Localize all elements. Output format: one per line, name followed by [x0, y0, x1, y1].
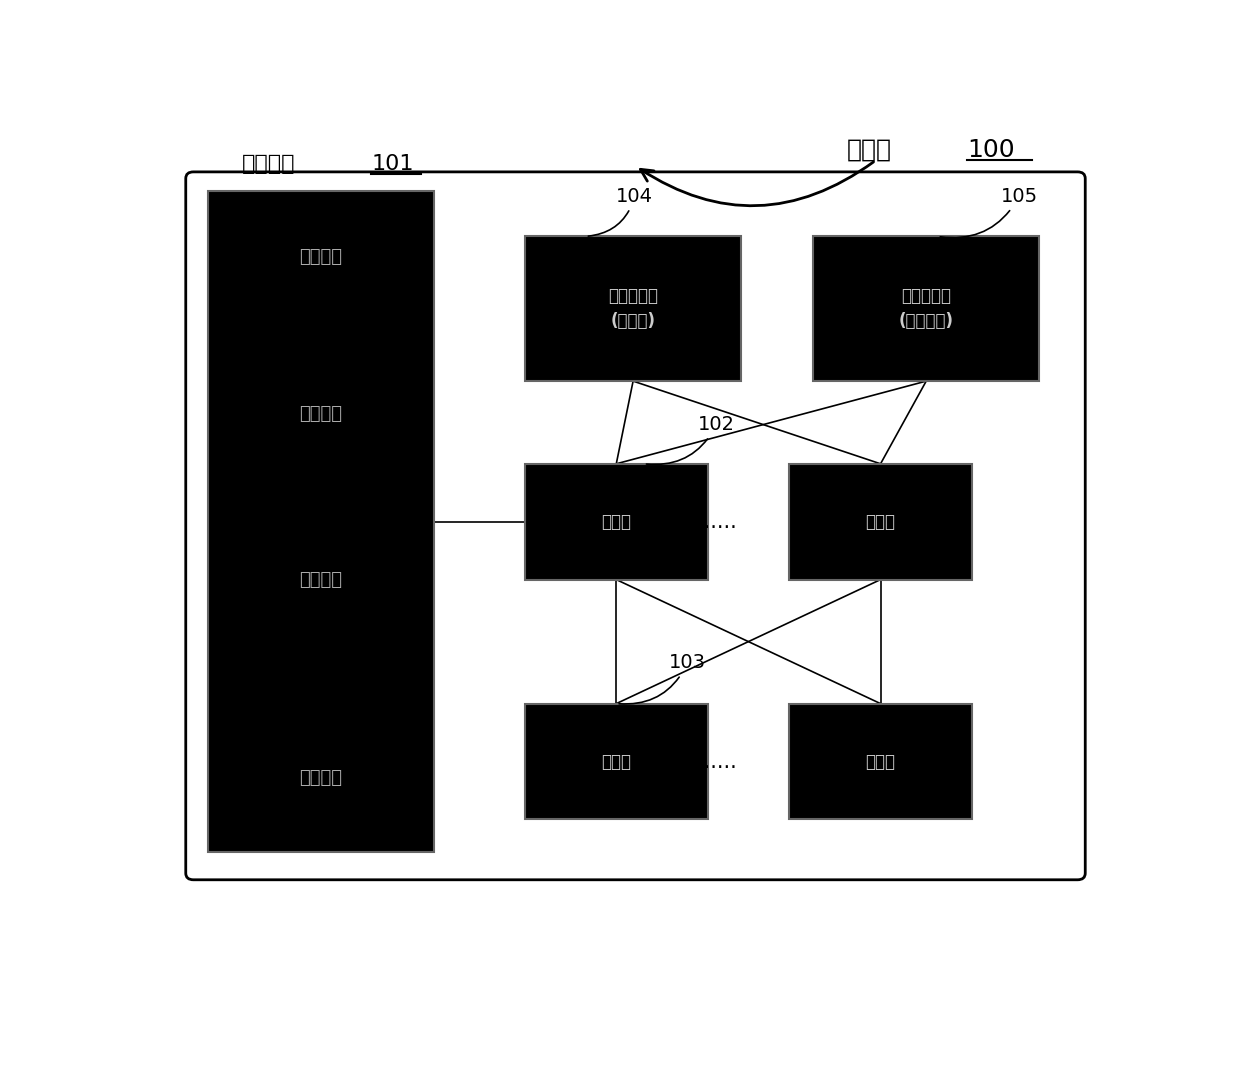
Text: 激光传感器
(激光雷达): 激光传感器 (激光雷达) — [899, 287, 954, 330]
FancyBboxPatch shape — [525, 236, 742, 381]
Text: 存储器: 存储器 — [601, 753, 631, 770]
Text: 存储器: 存储器 — [866, 753, 895, 770]
Text: 其他组件: 其他组件 — [299, 769, 342, 787]
Text: 视觉传感器
(摄像头): 视觉传感器 (摄像头) — [608, 287, 658, 330]
Text: 102: 102 — [646, 415, 735, 464]
Text: 通信系统: 通信系统 — [299, 570, 342, 589]
Text: 机械本体: 机械本体 — [242, 155, 295, 174]
Text: 处理器: 处理器 — [601, 512, 631, 531]
Text: 处理器: 处理器 — [866, 512, 895, 531]
Text: 104: 104 — [588, 187, 653, 236]
Text: 101: 101 — [371, 155, 414, 174]
Text: 机器人: 机器人 — [847, 137, 892, 161]
FancyBboxPatch shape — [789, 464, 972, 580]
FancyBboxPatch shape — [525, 703, 708, 819]
Text: 103: 103 — [619, 653, 706, 705]
FancyBboxPatch shape — [789, 703, 972, 819]
Text: 驱动组件: 驱动组件 — [299, 248, 342, 266]
FancyBboxPatch shape — [208, 191, 434, 853]
Text: ......: ...... — [697, 752, 737, 771]
Text: 100: 100 — [967, 137, 1014, 161]
Text: ......: ...... — [697, 511, 737, 532]
FancyBboxPatch shape — [186, 172, 1085, 880]
Text: 105: 105 — [940, 187, 1038, 237]
FancyBboxPatch shape — [525, 464, 708, 580]
Text: 记忆媒介: 记忆媒介 — [299, 405, 342, 423]
FancyBboxPatch shape — [813, 236, 1039, 381]
